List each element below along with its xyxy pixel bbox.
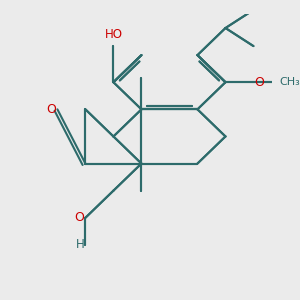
Text: O: O (46, 103, 56, 116)
Text: HO: HO (104, 28, 122, 41)
Text: CH₃: CH₃ (280, 77, 300, 87)
Text: H: H (76, 238, 85, 251)
Text: O: O (75, 211, 85, 224)
Text: O: O (254, 76, 264, 89)
